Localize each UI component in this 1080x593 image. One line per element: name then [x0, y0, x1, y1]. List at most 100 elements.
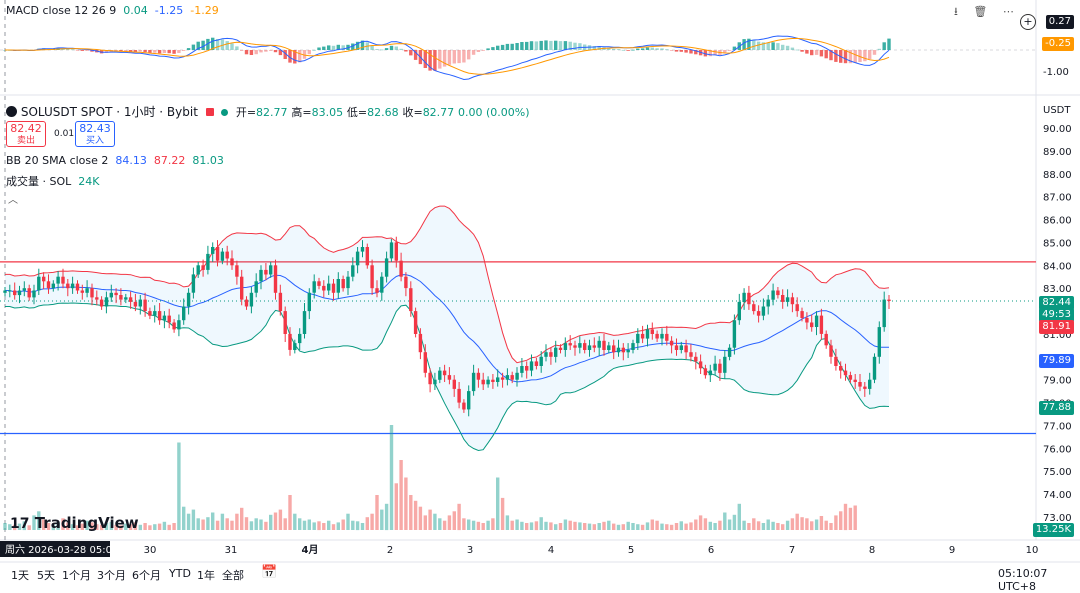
- volume-bar: [172, 523, 176, 530]
- candle-body: [785, 297, 790, 302]
- range-5d[interactable]: 5天: [37, 569, 55, 582]
- y-tick-label: 83.00: [1043, 284, 1072, 295]
- macd-histogram-bar: [679, 50, 683, 52]
- macd-histogram-bar: [206, 38, 210, 50]
- calendar-icon[interactable]: 📅: [261, 565, 278, 580]
- macd-histogram-bar: [423, 50, 427, 68]
- volume-bar: [360, 523, 365, 530]
- volume-bar: [322, 523, 326, 530]
- volume-bar: [196, 518, 200, 530]
- candle-body: [95, 297, 99, 300]
- volume-bar: [554, 524, 558, 530]
- candle-body: [42, 276, 46, 282]
- macd-histogram-bar: [819, 50, 824, 57]
- candle-body: [534, 361, 539, 366]
- volume-bar: [718, 520, 722, 530]
- range-all[interactable]: 全部: [222, 569, 244, 582]
- x-tick-label: 3: [467, 545, 473, 556]
- range-3m[interactable]: 3个月: [97, 569, 126, 582]
- candle-body: [114, 292, 118, 296]
- volume-bar: [766, 519, 770, 530]
- collapse-icon[interactable]: ︿: [8, 195, 18, 206]
- candle-body: [438, 370, 442, 380]
- volume-bar: [785, 520, 790, 530]
- range-6m[interactable]: 6个月: [132, 569, 161, 582]
- volume-bar: [346, 513, 350, 530]
- candle-body: [505, 375, 510, 380]
- volume-bar: [510, 520, 514, 530]
- symbol-title[interactable]: SOLUSDT SPOT · 1小时 · Bybit: [20, 105, 198, 119]
- macd-histogram-bar: [85, 50, 89, 51]
- candle-body: [75, 283, 80, 291]
- volume-bar: [631, 523, 635, 530]
- tradingview-logo[interactable]: 𝟭𝟳 TradingView: [10, 514, 139, 532]
- macd-histogram-bar: [384, 48, 389, 50]
- candle-body: [244, 299, 249, 307]
- macd-histogram-bar: [578, 43, 582, 50]
- crosshair-time-bg: [0, 541, 110, 557]
- macd-tag-macd: 0.27: [1045, 15, 1074, 29]
- macd-tag-signal: -0.25: [1042, 37, 1074, 51]
- volume-bar: [438, 518, 442, 530]
- volume-bar: [423, 515, 427, 530]
- macd-histogram-bar: [877, 48, 881, 50]
- candle-body: [278, 292, 283, 312]
- macd-histogram-bar: [360, 40, 365, 50]
- macd-histogram-bar: [510, 43, 514, 50]
- x-tick-label: 5: [628, 545, 634, 556]
- more-icon[interactable]: ⋯: [1002, 5, 1014, 18]
- macd-histogram-bar: [795, 49, 799, 51]
- arrow-down-icon[interactable]: ⭳: [954, 5, 958, 18]
- macd-histogram-bar: [380, 49, 384, 51]
- candle-body: [703, 368, 708, 376]
- candle-body: [157, 311, 162, 321]
- candle-body: [462, 402, 466, 410]
- volume-bar: [703, 518, 708, 530]
- bb-value-3: 81.03: [192, 154, 224, 167]
- volume-bar: [351, 520, 355, 530]
- volume-bar: [839, 511, 843, 530]
- volume-bar: [215, 520, 220, 530]
- candle-body: [413, 311, 418, 334]
- volume-bar: [17, 523, 22, 530]
- volume-bar: [665, 524, 669, 530]
- sell-button[interactable]: 82.42 卖出: [6, 121, 46, 147]
- macd-histogram-bar: [520, 42, 524, 50]
- volume-bar: [824, 520, 828, 530]
- currency-label[interactable]: USDT: [1043, 105, 1071, 116]
- volume-bar: [781, 524, 785, 530]
- range-1m[interactable]: 1个月: [62, 569, 91, 582]
- volume-bar: [684, 523, 688, 530]
- volume-bar: [592, 524, 596, 530]
- volume-bar: [819, 516, 824, 530]
- volume-bar: [22, 521, 26, 531]
- clock-time[interactable]: 05:10:07 UTC+8: [998, 567, 1048, 593]
- buy-button[interactable]: 82.43 买入: [75, 121, 115, 147]
- candle-body: [206, 253, 210, 270]
- candle-body: [636, 333, 640, 344]
- volume-bar: [80, 523, 84, 530]
- candle-body: [525, 366, 529, 371]
- candle-body: [723, 356, 727, 373]
- candle-body: [568, 343, 572, 346]
- candle-body: [288, 333, 292, 350]
- add-icon[interactable]: +: [1020, 14, 1036, 30]
- range-1y[interactable]: 1年: [197, 569, 215, 582]
- y-tick-label: 84.00: [1043, 261, 1072, 272]
- volume-bar: [8, 524, 12, 530]
- volume-bar: [742, 520, 746, 530]
- volume-bar: [737, 503, 741, 531]
- range-ytd[interactable]: YTD: [169, 567, 191, 580]
- macd-line: [5, 35, 890, 81]
- volume-bar: [220, 513, 225, 530]
- trash-icon[interactable]: 🗑: [973, 5, 988, 18]
- volume-bar: [355, 521, 360, 531]
- macd-histogram-bar: [220, 39, 225, 50]
- candle-body: [810, 322, 814, 328]
- macd-histogram-bar: [491, 47, 495, 50]
- volume-bar: [558, 523, 563, 530]
- candle-body: [597, 340, 601, 348]
- range-1d[interactable]: 1天: [11, 569, 29, 582]
